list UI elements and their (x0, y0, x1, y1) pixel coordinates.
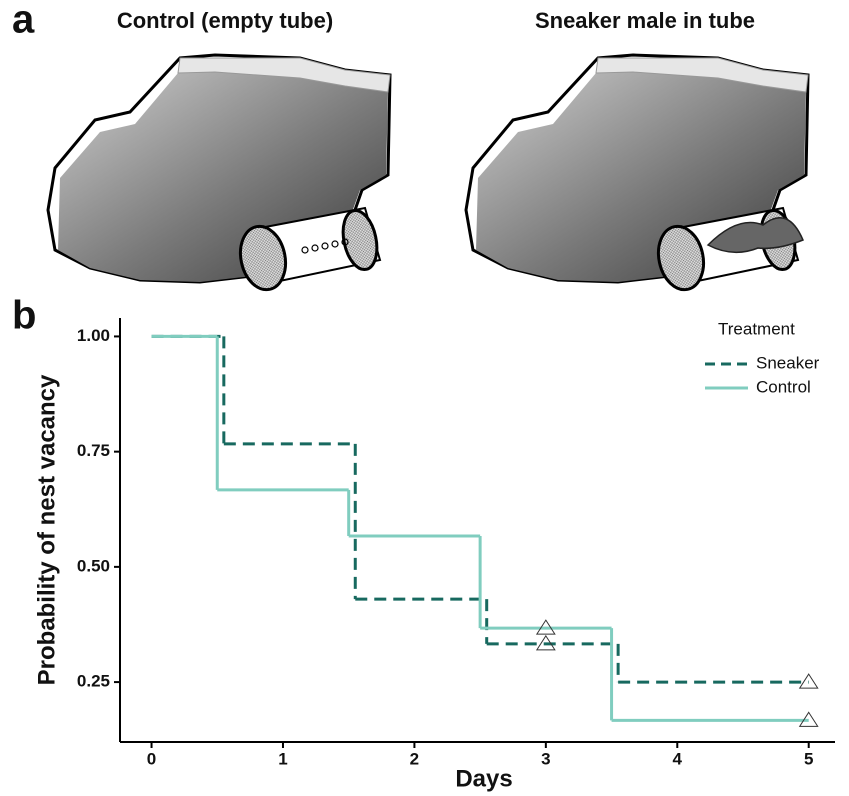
legend-label: Sneaker (756, 353, 820, 372)
legend-title: Treatment (718, 319, 795, 338)
x-tick-label: 2 (410, 749, 419, 768)
y-tick-label: 0.25 (77, 672, 110, 691)
illustration-sneaker (466, 55, 808, 294)
x-tick-label: 3 (541, 749, 550, 768)
illustration-title: Sneaker male in tube (535, 8, 755, 33)
y-tick-label: 1.00 (77, 326, 110, 345)
y-tick-label: 0.75 (77, 441, 110, 460)
illustration-title: Control (empty tube) (117, 8, 333, 33)
x-tick-label: 1 (278, 749, 287, 768)
figure: a Control (empty tube) Sneaker male in t… (0, 0, 849, 796)
panel-label: b (12, 294, 36, 338)
legend-label: Control (756, 377, 811, 396)
x-tick-label: 4 (673, 749, 683, 768)
panel-label: a (12, 0, 35, 42)
x-tick-label: 0 (147, 749, 156, 768)
illustration-control (48, 55, 390, 294)
x-tick-label: 5 (804, 749, 813, 768)
y-tick-label: 0.50 (77, 556, 110, 575)
y-axis-label: Probability of nest vacancy (33, 374, 60, 685)
x-axis-label: Days (455, 765, 512, 792)
